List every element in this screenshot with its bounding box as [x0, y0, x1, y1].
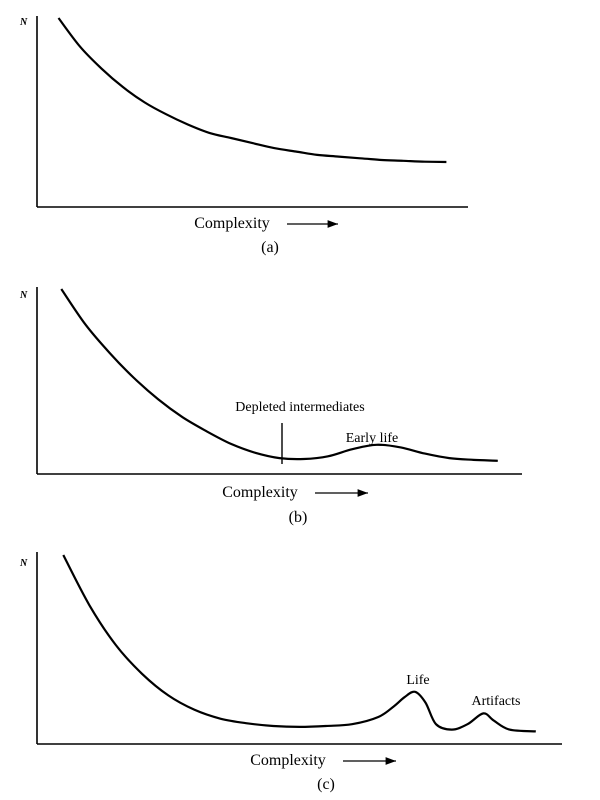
- panel-2: N Complexity (b) Depleted intermediates Earl…: [19, 287, 522, 526]
- x-axis-label: Complexity: [222, 484, 298, 501]
- series-line: [60, 288, 498, 462]
- x-axis-label: Complexity: [250, 752, 326, 769]
- annotation-early-life: Early life: [346, 431, 398, 446]
- panel-label: (a): [261, 239, 279, 256]
- panel-label: (b): [289, 509, 308, 526]
- x-axis-label: Complexity: [194, 215, 270, 232]
- panel-1: N Complexity (a): [19, 16, 468, 256]
- y-axis-label: N: [19, 558, 28, 569]
- panel-label: (c): [317, 776, 335, 793]
- series-line: [62, 554, 536, 733]
- series-line: [57, 17, 447, 164]
- annotation-artifacts: Artifacts: [472, 694, 521, 709]
- panel-3: N Complexity (c) Life Artifacts: [19, 552, 562, 793]
- annotation-life: Life: [406, 673, 429, 688]
- annotation-depleted-intermediates: Depleted intermediates: [235, 400, 364, 415]
- y-axis-label: N: [19, 290, 28, 301]
- y-axis-label: N: [19, 17, 28, 28]
